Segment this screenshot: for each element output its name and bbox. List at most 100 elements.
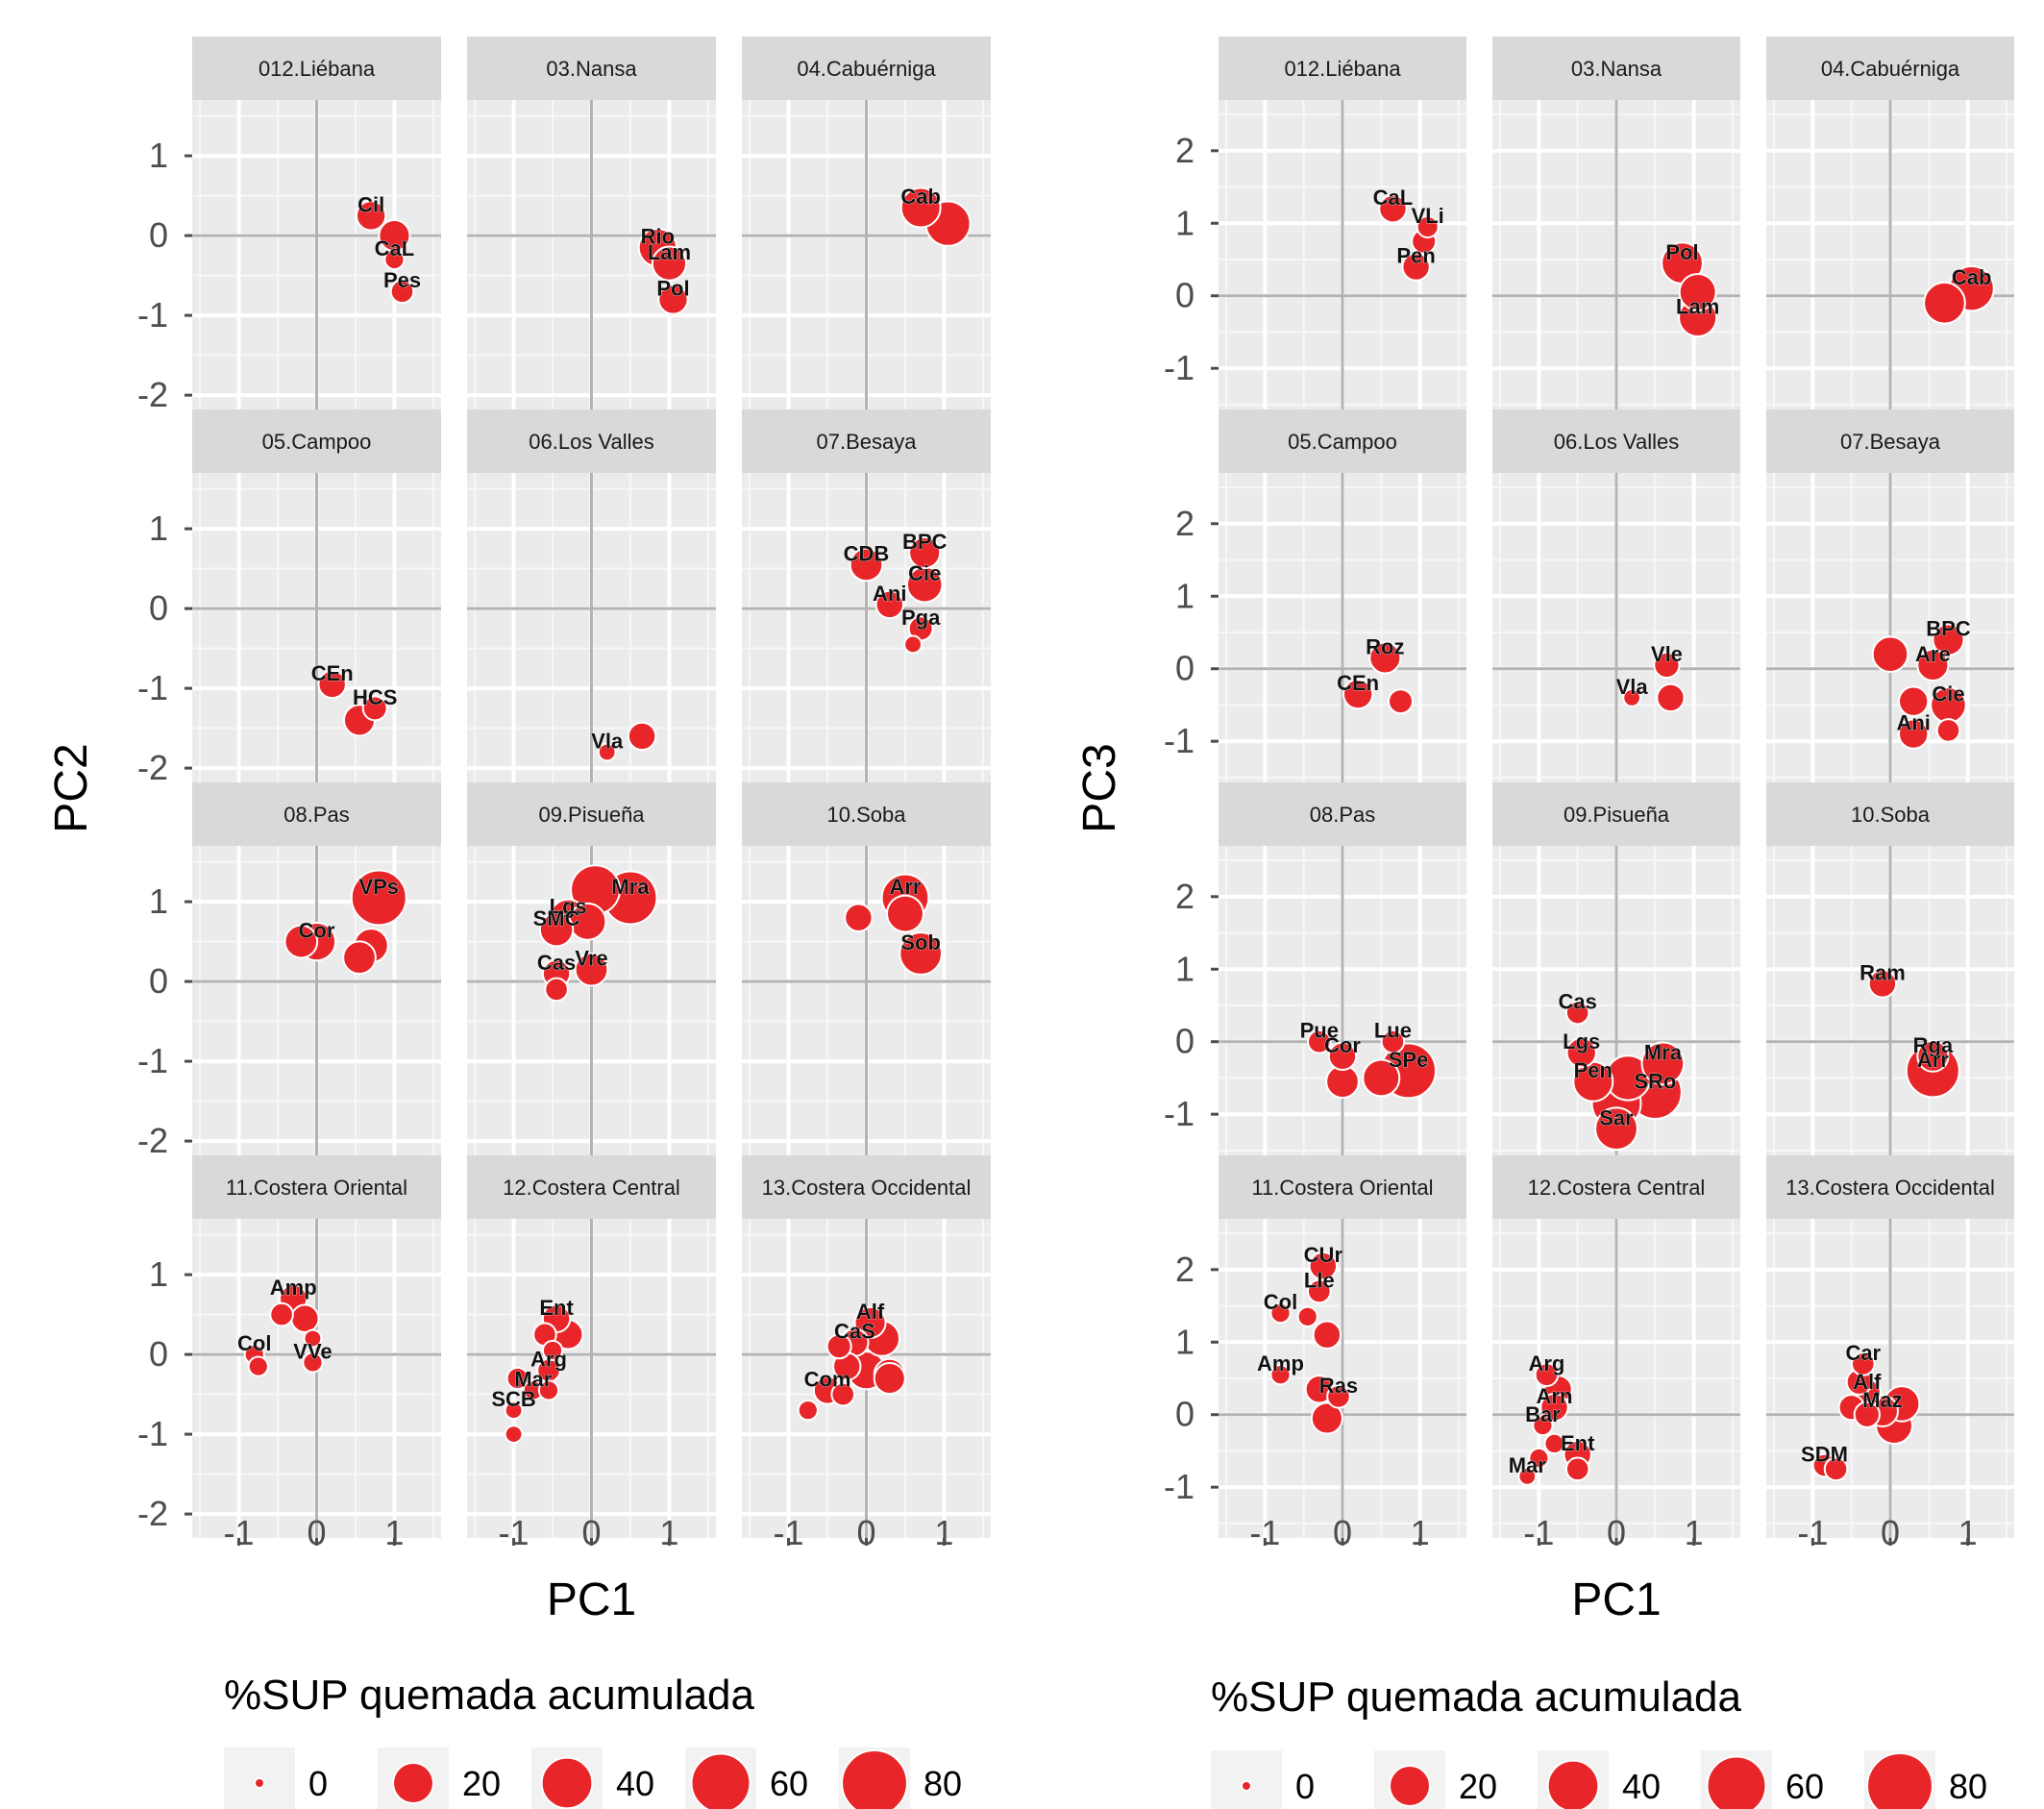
point-label: Vre <box>575 947 607 971</box>
data-point <box>1307 1278 1332 1304</box>
point-label: CDB <box>844 541 890 565</box>
data-point <box>361 695 388 722</box>
data-point <box>1871 635 1909 673</box>
legend-label: 80 <box>923 1764 962 1803</box>
point-label: Ani <box>873 582 906 606</box>
point-label: CUr <box>1304 1243 1343 1267</box>
data-point <box>1326 1384 1351 1409</box>
data-point <box>537 1379 560 1401</box>
point-label: HCS <box>353 685 397 709</box>
facet-strip <box>467 1155 716 1219</box>
y-tick-label: 0 <box>149 961 168 1001</box>
facet-strip <box>742 409 991 473</box>
facet-title: 12.Costera Central <box>1528 1176 1706 1200</box>
facet-strip <box>1492 782 1740 846</box>
point-label: Ram <box>1859 960 1906 984</box>
facet-title: 10.Soba <box>827 803 907 827</box>
point-label: Vla <box>1616 675 1649 699</box>
legend-title: %SUP quemada acumulada <box>1211 1673 1742 1721</box>
point-label: Pol <box>656 277 689 301</box>
size-legend: %SUP quemada acumulada 0 20 40 60 80 <box>224 1672 962 1809</box>
data-point <box>1342 678 1374 710</box>
data-point <box>1823 1456 1849 1482</box>
x-tick-label: -1 <box>499 1513 529 1552</box>
legend-size-circle <box>540 1756 594 1809</box>
y-tick-label: 2 <box>1175 504 1194 543</box>
point-label: Rio <box>641 225 675 249</box>
point-label: Arr <box>889 875 921 899</box>
data-point <box>1543 1432 1565 1455</box>
x-axis-title: PC1 <box>547 1574 636 1625</box>
data-point <box>317 669 347 700</box>
data-point <box>885 894 924 933</box>
point-label: Amp <box>1257 1351 1304 1375</box>
y-tick-label: 1 <box>149 508 168 548</box>
data-point <box>873 1361 906 1396</box>
facet-title: 07.Besaya <box>817 430 918 454</box>
x-tick-label: -1 <box>224 1513 255 1552</box>
facet-title: 07.Besaya <box>1840 430 1941 454</box>
point-label: SPe <box>1389 1048 1429 1072</box>
y-tick-label: 1 <box>1175 576 1194 615</box>
point-label: BPC <box>902 530 948 554</box>
data-point <box>1622 688 1642 707</box>
point-label: Rga <box>1913 1033 1954 1057</box>
data-point <box>1517 1466 1538 1486</box>
facet-panel: 11.Costera Oriental Amp Col VVe 1 0 -1 -2 -1 0 1 <box>137 1155 441 1552</box>
legend-key <box>1211 1750 1282 1809</box>
point-label: Ras <box>1319 1374 1358 1398</box>
data-point <box>1564 1456 1590 1482</box>
facet-strip <box>192 37 441 100</box>
y-tick-label: -2 <box>137 375 168 414</box>
x-tick-label: 0 <box>1333 1513 1352 1552</box>
data-point <box>350 869 407 927</box>
data-point <box>1564 1000 1590 1026</box>
x-tick-label: 1 <box>384 1513 404 1552</box>
facet-strip <box>192 782 441 846</box>
legend-size-circle <box>841 1749 908 1809</box>
data-point <box>1307 1028 1332 1054</box>
point-label: CaS <box>834 1320 875 1344</box>
point-label: Mra <box>611 875 650 899</box>
facet-strip <box>1219 1155 1466 1219</box>
facet-strip <box>1766 37 2014 100</box>
data-point <box>1387 688 1414 715</box>
point-label: Pga <box>901 606 941 630</box>
y-axis-title: PC3 <box>1074 743 1125 832</box>
point-label: Sob <box>900 930 941 954</box>
legend-label: 20 <box>462 1764 501 1803</box>
y-tick-label: 1 <box>1175 949 1194 988</box>
data-point <box>830 1381 856 1407</box>
point-label: Are <box>1915 642 1951 666</box>
data-point <box>1312 1320 1342 1350</box>
data-point <box>874 589 904 620</box>
figure-pc3: 012.LiébanaCaLVLiPen210-103.NansaPolLam0… <box>1074 37 2014 1809</box>
y-tick-label: 1 <box>1175 203 1194 242</box>
facet-title: 09.Pisueña <box>1564 803 1670 827</box>
point-label: Bar <box>1525 1402 1561 1426</box>
point-label: Sar <box>1599 1105 1634 1129</box>
data-point <box>1368 641 1402 675</box>
data-point <box>1678 272 1717 311</box>
facet-strip <box>1766 782 2014 846</box>
size-legend: %SUP quemada acumulada 0 20 40 60 80 <box>1211 1673 1987 1809</box>
data-point <box>1935 718 1961 743</box>
data-point <box>1378 193 1408 224</box>
legend-title: %SUP quemada acumulada <box>224 1672 755 1719</box>
point-label: Pen <box>1396 244 1435 268</box>
y-axis-title: PC2 <box>46 743 97 832</box>
point-label: Lam <box>1676 294 1719 318</box>
facet-strip <box>742 1155 991 1219</box>
x-tick-label: 1 <box>1958 1513 1978 1552</box>
data-point <box>1916 1039 1950 1073</box>
data-point <box>1923 281 1966 325</box>
point-label: Mar <box>514 1367 553 1391</box>
y-tick-label: 1 <box>1175 1322 1194 1361</box>
y-tick-label: 2 <box>1175 131 1194 170</box>
legend-size-circle <box>254 1777 265 1789</box>
facet-strip <box>1219 409 1466 473</box>
point-label: Arg <box>1528 1351 1564 1375</box>
